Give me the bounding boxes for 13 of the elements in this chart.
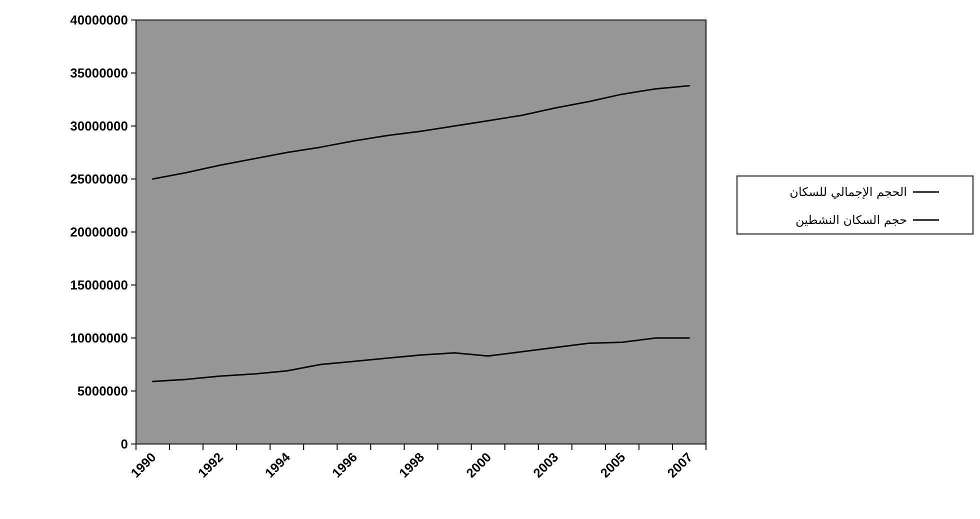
- y-tick-label: 20000000: [70, 224, 128, 240]
- line-series: [152, 337, 690, 382]
- y-tick-label: 25000000: [70, 172, 128, 186]
- y-tick-label: 30000000: [70, 118, 128, 134]
- legend-label: حجم السكان النشطين: [796, 213, 907, 227]
- line-series: [152, 84, 690, 180]
- legend-label: الحجم الإجمالي للسكان: [790, 185, 907, 199]
- y-tick-label: 5000000: [77, 384, 128, 398]
- y-tick-label: 10000000: [70, 330, 128, 346]
- y-tick-label: 35000000: [70, 66, 128, 80]
- y-tick-label: 40000000: [70, 12, 128, 28]
- y-tick-label: 15000000: [70, 278, 128, 292]
- y-tick-label: 0: [120, 436, 128, 452]
